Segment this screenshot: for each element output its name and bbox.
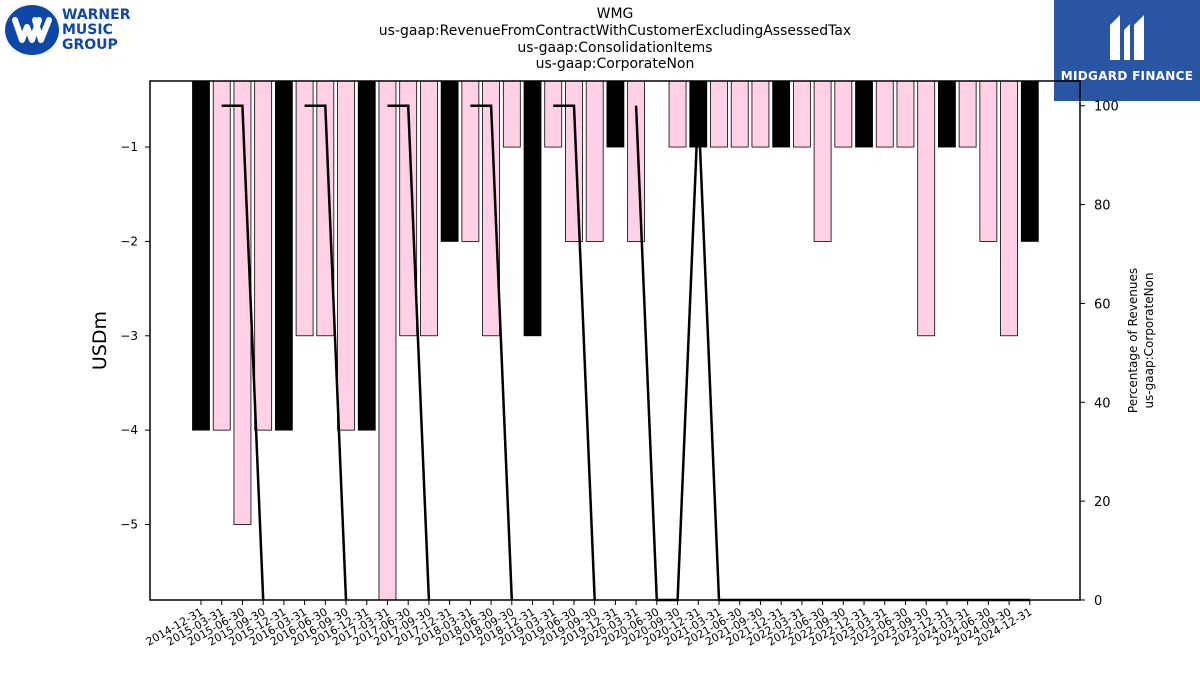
bar-2020-09-30 [668, 80, 687, 148]
midgard-wordmark: MIDGARD FINANCE [1060, 69, 1194, 83]
bar-2021-09-30 [751, 80, 770, 148]
bar-2015-12-31 [274, 80, 293, 431]
y-tick-label: −1 [120, 140, 138, 154]
y2-tick-label: 20 [1094, 495, 1111, 510]
chart-title-member: us-gaap:CorporateNon [535, 56, 695, 72]
bar-2024-03-31 [958, 80, 977, 148]
bar-2021-12-31 [772, 80, 791, 148]
y-tick-label: −2 [120, 234, 138, 248]
bar-2015-09-30 [254, 80, 273, 431]
bar-2020-03-31 [627, 80, 646, 242]
percentage-line-segment-0 [221, 104, 265, 601]
bar-2019-09-30 [585, 80, 604, 242]
percentage-line-segment-4 [553, 104, 596, 601]
wmg-line-2: MUSIC [62, 22, 113, 38]
y2-tick-label: 0 [1094, 594, 1102, 609]
bar-2017-12-31 [440, 80, 459, 242]
percentage-line-segment-2 [387, 104, 431, 601]
y-tick-label: −3 [120, 329, 138, 343]
bar-2024-06-30 [979, 80, 998, 242]
bar-2021-03-31 [710, 80, 728, 148]
y2-tick-label: 100 [1094, 100, 1119, 115]
bar-2022-09-30 [834, 80, 853, 148]
y-tick-label: −4 [120, 423, 138, 437]
wmg-line-3: GROUP [62, 37, 118, 53]
percentage-line-segment-1 [304, 104, 348, 601]
bar-2017-03-31 [378, 80, 397, 601]
y2-tick-label: 80 [1094, 199, 1111, 214]
bar-2021-06-30 [730, 80, 749, 148]
bar-2019-12-31 [606, 80, 625, 148]
bar-2017-09-30 [420, 80, 438, 337]
bar-2023-03-31 [875, 80, 894, 148]
y2-axis-label-line: Percentage of Revenues [1126, 268, 1140, 413]
y-tick-label: −5 [120, 518, 138, 532]
bar-2022-12-31 [855, 80, 873, 148]
warner-music-group-logo: WARNER MUSIC GROUP [5, 5, 145, 57]
bar-2023-09-30 [917, 80, 936, 337]
y2-axis-label-line: us-gaap:CorporateNon [1142, 272, 1156, 408]
bar-2022-06-30 [813, 80, 832, 242]
midgard-finance-logo: MIDGARD FINANCE [1054, 0, 1200, 101]
y2-tick-label: 40 [1094, 396, 1111, 411]
y-axis-label: USDm [89, 311, 111, 370]
wmg-line-1: WARNER [62, 7, 131, 23]
chart-title-company: WMG [596, 6, 634, 22]
bar-2016-12-31 [357, 80, 376, 431]
wmg-wordmark: WARNER MUSIC GROUP [62, 8, 131, 53]
bar-2016-03-31 [295, 80, 314, 337]
bar-2023-06-30 [896, 80, 915, 148]
bar-2019-03-31 [544, 80, 563, 148]
bar-2018-12-31 [523, 80, 542, 337]
wmg-emblem-icon [5, 5, 59, 55]
percentage-line-segment-3 [470, 104, 514, 601]
chart-title-concept: us-gaap:RevenueFromContractWithCustomerE… [378, 23, 852, 39]
bar-2014-12-31 [192, 80, 210, 431]
percentage-line-segment-5 [634, 105, 1030, 602]
bar-2015-03-31 [212, 80, 231, 431]
bar-2015-06-30 [233, 80, 252, 525]
bar-2024-09-30 [1000, 80, 1018, 337]
bar-2024-12-31 [1020, 80, 1039, 242]
chart-title-axis: us-gaap:ConsolidationItems [517, 40, 713, 56]
bar-2023-12-31 [938, 80, 956, 148]
bar-2016-09-30 [337, 80, 355, 431]
midgard-emblem-icon [1110, 15, 1144, 60]
y2-tick-label: 60 [1094, 297, 1111, 312]
bar-2022-03-31 [792, 80, 811, 148]
bar-2018-09-30 [502, 80, 521, 148]
